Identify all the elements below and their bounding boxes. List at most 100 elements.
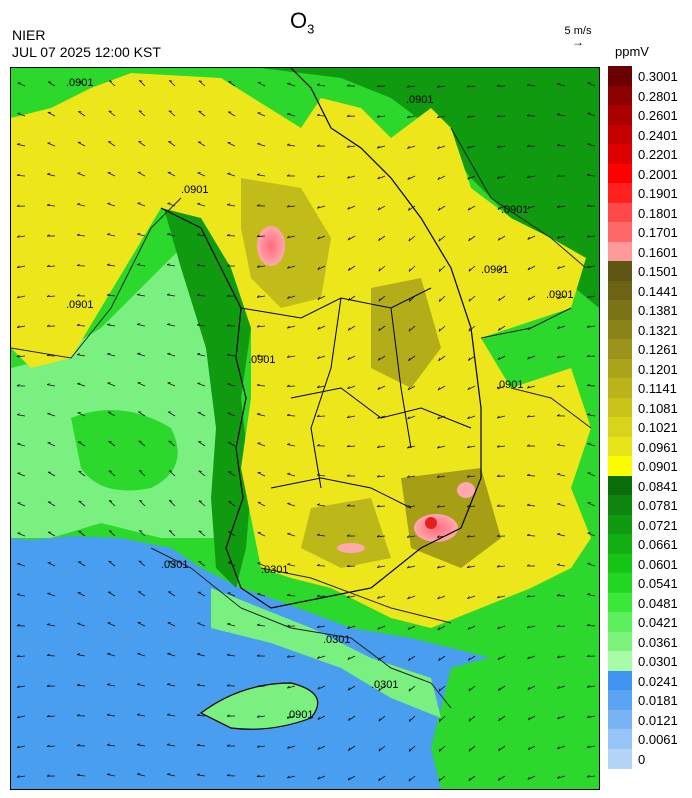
wind-arrow-head bbox=[406, 475, 410, 478]
wind-arrow-head bbox=[317, 236, 320, 240]
wind-arrow-head bbox=[346, 415, 350, 419]
wind-arrow-head bbox=[16, 775, 20, 778]
wind-arrow-head bbox=[107, 233, 111, 235]
wind-arrow-head bbox=[226, 203, 231, 206]
wind-arrow bbox=[557, 355, 566, 359]
wind-arrow-head bbox=[198, 500, 202, 502]
wind-arrow bbox=[407, 415, 416, 420]
wind-arrow-head bbox=[286, 235, 290, 239]
map-title: O3 bbox=[290, 8, 315, 37]
wind-arrow-head bbox=[256, 745, 260, 748]
wind-arrow-head bbox=[16, 265, 20, 269]
wind-arrow bbox=[47, 593, 56, 597]
wind-arrow-head bbox=[346, 474, 350, 477]
wind-arrow-head bbox=[497, 777, 501, 781]
legend-swatch bbox=[608, 222, 632, 242]
wind-arrow bbox=[468, 775, 476, 782]
wind-arrow-head bbox=[256, 383, 260, 386]
wind-arrow-head bbox=[556, 143, 560, 146]
wind-arrow bbox=[78, 530, 86, 537]
wind-arrow bbox=[167, 591, 176, 597]
wind-arrow-head bbox=[139, 80, 143, 82]
wind-arrow bbox=[557, 444, 566, 447]
wind-arrow-head bbox=[169, 80, 173, 82]
wind-arrow-head bbox=[466, 475, 470, 478]
wind-arrow bbox=[467, 535, 476, 538]
wind-arrow-head bbox=[556, 205, 560, 208]
wind-arrow-head bbox=[586, 685, 590, 688]
wind-arrow-head bbox=[556, 655, 560, 659]
wind-arrow-head bbox=[257, 412, 261, 415]
wind-arrow bbox=[107, 264, 116, 267]
wind-arrow-head bbox=[257, 592, 261, 595]
wind-arrow-head bbox=[316, 563, 320, 566]
wind-arrow-head bbox=[107, 773, 111, 775]
wind-arrow bbox=[498, 745, 506, 752]
wind-arrow bbox=[438, 655, 446, 662]
wind-arrow bbox=[557, 715, 566, 720]
wind-arrow-head bbox=[137, 352, 141, 355]
wind-arrow bbox=[46, 715, 56, 718]
wind-arrow-head bbox=[466, 445, 470, 449]
wind-arrow bbox=[197, 622, 206, 627]
wind-arrow-head bbox=[47, 592, 51, 594]
wind-arrow bbox=[378, 295, 386, 302]
legend-label: 0.1261 bbox=[638, 342, 678, 357]
wind-arrow-head bbox=[556, 624, 560, 628]
wind-arrow bbox=[107, 382, 116, 387]
wind-arrow bbox=[167, 622, 176, 627]
wind-arrow bbox=[467, 115, 476, 118]
wind-arrow bbox=[317, 84, 326, 87]
wind-arrow-head bbox=[526, 83, 530, 86]
wind-arrow bbox=[527, 385, 536, 389]
wind-arrow bbox=[107, 774, 116, 777]
wind-arrow-head bbox=[76, 683, 80, 686]
wind-arrow bbox=[438, 775, 446, 782]
wind-arrow-head bbox=[347, 656, 350, 660]
wind-arrow-head bbox=[407, 176, 410, 180]
wind-arrow bbox=[256, 384, 266, 387]
wind-arrow bbox=[287, 745, 296, 749]
wind-arrow bbox=[437, 505, 446, 508]
wind-arrow-head bbox=[106, 323, 111, 326]
wind-arrow bbox=[526, 84, 536, 87]
wind-arrow-head bbox=[526, 175, 530, 178]
wind-arrow bbox=[497, 175, 506, 179]
wind-arrow bbox=[498, 295, 506, 302]
wind-arrow bbox=[467, 175, 476, 180]
wind-arrow-head bbox=[167, 323, 171, 325]
wind-arrow-head bbox=[467, 386, 470, 390]
wind-arrow-head bbox=[287, 82, 291, 85]
wind-arrow bbox=[346, 565, 356, 568]
wind-arrow bbox=[347, 415, 356, 419]
timestamp-label: JUL 07 2025 12:00 KST bbox=[12, 44, 161, 60]
wind-arrow bbox=[139, 500, 146, 507]
wind-arrow bbox=[317, 504, 326, 507]
wind-arrow bbox=[467, 205, 476, 211]
wind-arrow-head bbox=[557, 473, 561, 475]
wind-arrow bbox=[257, 472, 266, 477]
wind-arrow bbox=[257, 685, 266, 688]
wind-arrow-head bbox=[526, 625, 530, 629]
wind-arrow bbox=[347, 775, 356, 781]
wind-arrow bbox=[77, 623, 86, 627]
wind-arrow-head bbox=[376, 474, 380, 478]
wind-arrow bbox=[227, 142, 236, 147]
wind-arrow-head bbox=[468, 268, 471, 272]
wind-arrow-head bbox=[467, 626, 470, 630]
wind-arrow bbox=[287, 533, 296, 537]
wind-arrow-head bbox=[346, 564, 350, 568]
wind-arrow-head bbox=[198, 470, 202, 472]
wind-arrow bbox=[587, 295, 596, 299]
wind-arrow-head bbox=[526, 533, 530, 536]
wind-arrow-head bbox=[527, 747, 530, 751]
wind-arrow bbox=[587, 532, 596, 537]
wind-arrow bbox=[468, 355, 476, 361]
legend-swatch bbox=[608, 66, 632, 86]
wind-arrow bbox=[407, 475, 416, 478]
wind-arrow bbox=[77, 172, 86, 177]
wind-arrow-head bbox=[168, 110, 172, 112]
wind-arrow bbox=[137, 773, 146, 777]
wind-arrow-head bbox=[77, 653, 81, 655]
wind-arrow bbox=[77, 383, 86, 387]
